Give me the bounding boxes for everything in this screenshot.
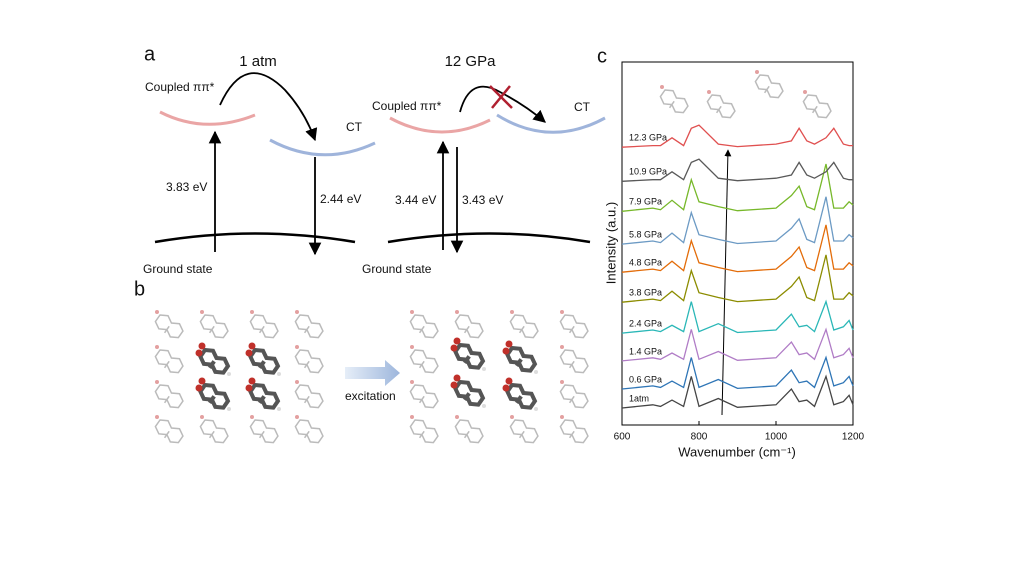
series-label: 3.8 GPa [629,288,662,298]
condition-title: 12 GPa [445,53,497,70]
excited-label: Coupled ππ* [372,99,442,113]
ct-level [496,113,606,134]
ground-label: Ground state [143,262,213,276]
spectrum [621,158,853,182]
crystal-right [407,309,591,447]
condition-title: 1 atm [239,53,277,70]
excitation-label: excitation [345,389,396,403]
trend-arrow [721,149,732,416]
energy-label: 3.83 eV [166,180,207,194]
transfer-arrow [459,85,546,123]
excited-level [389,116,491,134]
ground-label: Ground state [362,262,432,276]
spectrum [621,124,853,148]
series-label: 4.8 GPa [629,258,662,268]
x-axis-label: Wavenumber (cm⁻¹) [678,444,796,459]
excitation-arrow [345,360,400,386]
series-label: 10.9 GPa [629,167,667,177]
x-tick-label: 1200 [842,432,865,443]
spectrum [621,327,854,362]
spectrum [621,374,854,409]
spectrum [621,196,854,245]
y-axis-label: Intensity (a.u.) [603,202,618,284]
excited-level [159,110,256,126]
panel-label: b [134,278,145,300]
series-label: 1atm [629,393,649,403]
panel-label: c [597,45,607,67]
ct-label: CT [346,120,363,134]
series-label: 5.8 GPa [629,230,662,240]
panel-label: a [144,43,156,65]
spectrum [621,355,854,390]
spectrum [621,224,854,273]
spectrum [621,254,854,303]
series-label: 1.4 GPa [629,346,662,356]
energy-label: 3.43 eV [462,193,503,207]
spectrum [621,163,854,212]
spectrum [621,299,854,334]
crystal-left [152,309,326,447]
series-label: 0.6 GPa [629,374,662,384]
ct-label: CT [574,100,591,114]
energy-label: 3.44 eV [395,193,436,207]
x-tick-label: 800 [691,432,708,443]
mode-icons [657,69,834,122]
series-label: 2.4 GPa [629,319,662,329]
ct-level [269,138,376,157]
x-tick-label: 1000 [765,432,788,443]
ground-level [387,232,591,244]
series-label: 7.9 GPa [629,197,662,207]
blocked-mark [489,85,513,109]
ground-level [154,232,356,244]
series-label: 12.3 GPa [629,133,667,143]
energy-label: 2.44 eV [320,192,361,206]
excited-label: Coupled ππ* [145,80,215,94]
transfer-arrow [219,72,318,142]
x-tick-label: 600 [614,432,631,443]
